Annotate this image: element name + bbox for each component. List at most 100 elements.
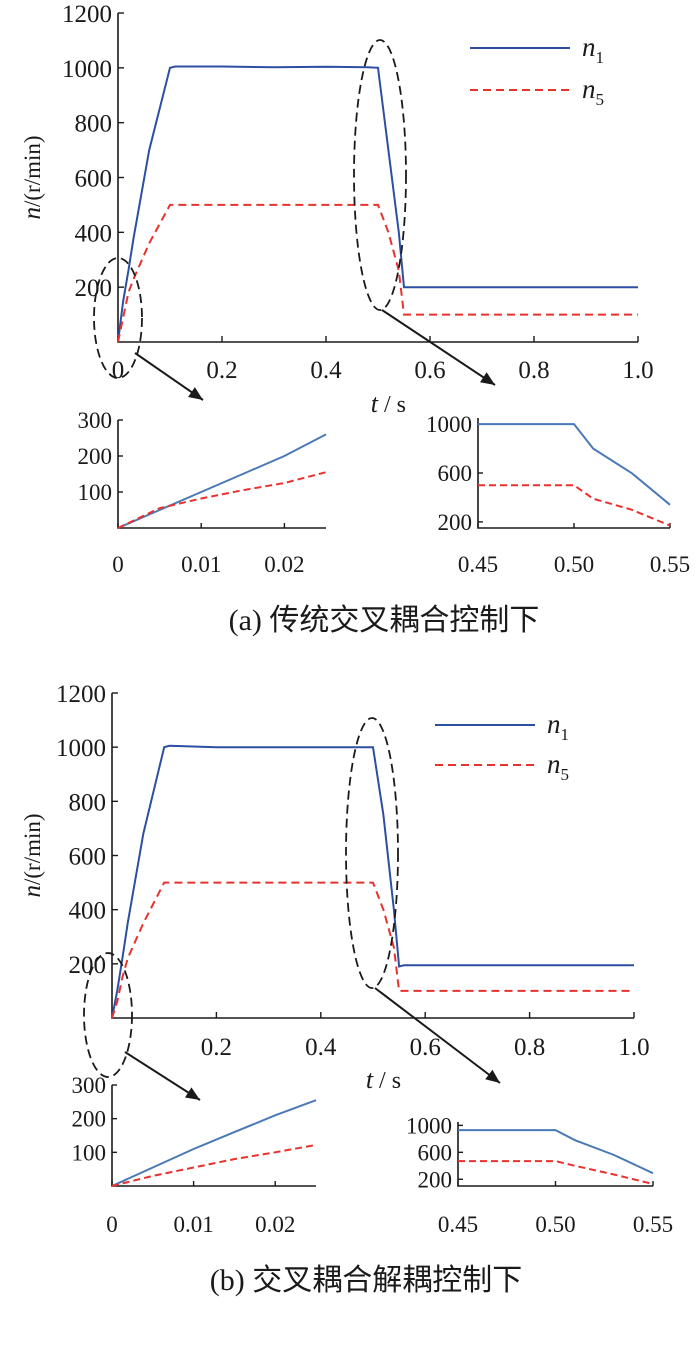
x-tick-label: 0.4 xyxy=(305,1034,337,1061)
legend-label-var: n xyxy=(582,32,596,62)
inset-axes xyxy=(111,1085,316,1187)
y-axis-label-var: n xyxy=(19,207,46,220)
y-tick-label: 1000 xyxy=(62,56,112,83)
legend-label: n1 xyxy=(582,32,604,67)
inset-y-tick-label: 200 xyxy=(418,1167,453,1192)
zoom-ellipse xyxy=(83,952,133,1078)
inset-x-tick-label: 0.45 xyxy=(438,1212,478,1237)
zoom-ellipse xyxy=(93,257,143,379)
y-tick-label: 400 xyxy=(69,898,107,925)
inset-y-tick-label: 100 xyxy=(72,1140,107,1165)
x-axis-label: t / s xyxy=(366,1065,401,1094)
x-tick-label: 0.4 xyxy=(310,357,342,384)
inset-series-line xyxy=(117,471,327,529)
zoom-ellipse xyxy=(345,717,399,989)
series-line-n5 xyxy=(111,881,634,1019)
y-tick-label: 600 xyxy=(75,166,113,193)
inset-series-line xyxy=(117,433,327,529)
inset-series-line xyxy=(111,1099,317,1187)
x-tick-label: 0.2 xyxy=(206,357,237,384)
legend-label: n5 xyxy=(547,749,569,784)
legend-label-var: n xyxy=(547,749,561,779)
inset-series-line xyxy=(478,484,671,527)
y-axis-label: n/(r/min) xyxy=(19,135,46,219)
x-tick-label: 0.2 xyxy=(201,1034,232,1061)
x-axis-label-var: t xyxy=(366,1065,374,1094)
y-tick-label: 1200 xyxy=(56,681,106,708)
zoom-arrow-head xyxy=(485,1069,500,1083)
x-tick-label: 1.0 xyxy=(618,1034,649,1061)
inset-y-tick-label: 200 xyxy=(72,1107,107,1132)
y-axis-label-unit: /(r/min) xyxy=(20,813,45,885)
zoom-arrow xyxy=(124,1051,201,1101)
inset-x-tick-label: 0.55 xyxy=(633,1212,673,1237)
y-tick-label: 800 xyxy=(69,789,107,816)
inset-y-tick-label: 100 xyxy=(78,480,113,505)
series-line-n1 xyxy=(111,744,634,1019)
x-tick-label: 0 xyxy=(112,357,125,384)
inset-y-tick-label: 300 xyxy=(72,1073,107,1098)
x-tick-label: 0.6 xyxy=(410,1034,441,1061)
zoom-arrow-head xyxy=(188,387,203,400)
inset-1: 100 200 300 0 0.01 0.02 xyxy=(78,408,327,577)
x-axis-label-unit: / s xyxy=(373,1068,401,1094)
inset-x-tick-label: 0.01 xyxy=(181,552,221,577)
inset-axes xyxy=(477,418,670,529)
legend-label-subscript: 1 xyxy=(561,725,570,744)
inset-x-tick-label: 0 xyxy=(106,1212,118,1237)
panel-caption: (b) 交叉耦合解耦控制下 xyxy=(210,1264,522,1297)
y-tick-label: 1200 xyxy=(62,1,112,28)
y-axis-label-unit: /(r/min) xyxy=(20,135,45,207)
inset-y-tick-label: 1000 xyxy=(406,1113,452,1138)
inset-y-tick-label: 200 xyxy=(438,510,473,535)
legend-label: n5 xyxy=(582,74,604,109)
zoom-arrow xyxy=(374,987,501,1084)
x-axis-label-var: t xyxy=(371,389,379,418)
inset-y-tick-label: 600 xyxy=(418,1140,453,1165)
inset-y-tick-label: 300 xyxy=(78,408,113,433)
series-line-n1 xyxy=(117,65,638,343)
y-tick-label: 800 xyxy=(75,111,113,138)
x-axis-label: t / s xyxy=(371,389,406,418)
legend-label: n1 xyxy=(547,709,569,744)
x-tick-label: 0.8 xyxy=(518,357,549,384)
zoom-ellipse xyxy=(353,39,407,311)
inset-y-tick-label: 200 xyxy=(78,444,113,469)
legend-label-var: n xyxy=(547,709,561,739)
zoom-arrow-head xyxy=(184,1087,200,1100)
inset-x-tick-label: 0.50 xyxy=(554,552,594,577)
y-tick-label: 200 xyxy=(75,275,113,302)
inset-series-line xyxy=(111,1143,317,1187)
zoom-arrow-head xyxy=(480,372,495,385)
x-axis-label-unit: / s xyxy=(378,392,406,418)
inset-series-line xyxy=(458,1129,654,1175)
inset-x-tick-label: 0 xyxy=(112,552,124,577)
x-tick-label: 0.6 xyxy=(414,357,445,384)
inset-series-line xyxy=(458,1160,654,1185)
main-axes xyxy=(111,693,634,1019)
legend-label-var: n xyxy=(582,74,596,104)
y-axis-label: n/(r/min) xyxy=(19,813,46,897)
inset-axes xyxy=(117,420,326,529)
legend-label-subscript: 1 xyxy=(596,48,605,67)
y-tick-label: 1000 xyxy=(56,735,106,762)
inset-series-line xyxy=(478,423,671,506)
x-tick-label: 0.8 xyxy=(514,1034,545,1061)
inset-x-tick-label: 0.02 xyxy=(255,1212,295,1237)
series-line-n5 xyxy=(117,203,638,343)
inset-x-tick-label: 0.45 xyxy=(458,552,498,577)
zoom-arrow xyxy=(381,309,496,386)
panel-caption: (a) 传统交叉耦合控制下 xyxy=(229,604,540,637)
inset-x-tick-label: 0.01 xyxy=(173,1212,213,1237)
legend-label-subscript: 5 xyxy=(561,765,570,784)
inset-x-tick-label: 0.55 xyxy=(650,552,690,577)
inset-y-tick-label: 600 xyxy=(438,461,473,486)
x-tick-label: 1.0 xyxy=(622,357,653,384)
y-tick-label: 600 xyxy=(69,844,107,871)
inset-x-tick-label: 0.50 xyxy=(535,1212,575,1237)
